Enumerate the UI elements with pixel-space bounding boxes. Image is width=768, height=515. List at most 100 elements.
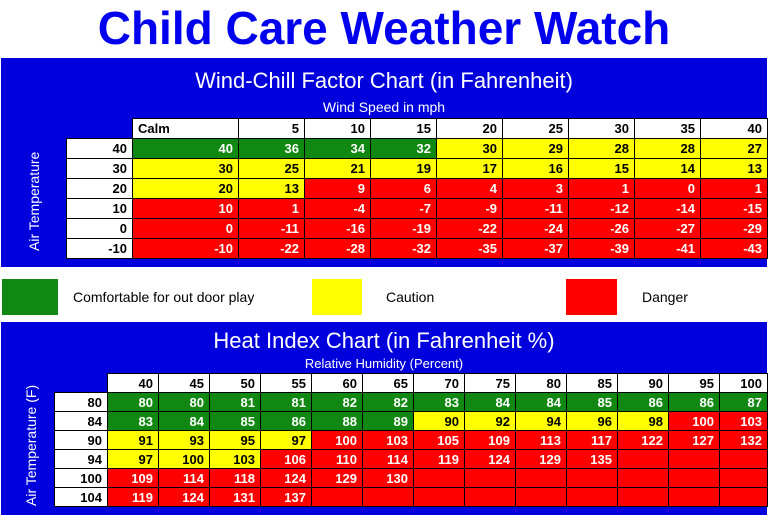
table-cell: 110 bbox=[311, 449, 363, 469]
table-row: -10 -10 -22 -28 -32 -35 -37 -39 -41 -43 bbox=[66, 238, 768, 259]
table-cell: 83 bbox=[413, 392, 465, 412]
table-cell: 3 bbox=[502, 178, 569, 199]
table-cell: 19 bbox=[370, 158, 437, 179]
table-cell: 6 bbox=[370, 178, 437, 199]
table-cell: 119 bbox=[107, 487, 159, 507]
table-cell: 81 bbox=[260, 392, 312, 412]
table-cell: 86 bbox=[668, 392, 720, 412]
table-cell bbox=[413, 468, 465, 488]
table-cell: -35 bbox=[436, 238, 503, 259]
table-cell: 4 bbox=[436, 178, 503, 199]
table-cell: 15 bbox=[568, 158, 635, 179]
table-cell: 34 bbox=[304, 138, 371, 159]
wind-chill-row-label: Air Temperature bbox=[26, 151, 42, 251]
table-cell: 13 bbox=[238, 178, 305, 199]
table-cell: 20 bbox=[132, 178, 239, 199]
table-cell: 131 bbox=[209, 487, 261, 507]
column-header: 40 bbox=[107, 373, 159, 393]
table-cell: 109 bbox=[107, 468, 159, 488]
table-cell bbox=[464, 487, 516, 507]
table-cell: 25 bbox=[238, 158, 305, 179]
table-cell: -28 bbox=[304, 238, 371, 259]
table-cell: 1 bbox=[700, 178, 768, 199]
table-cell: -15 bbox=[700, 198, 768, 219]
table-cell: 97 bbox=[260, 430, 312, 450]
table-cell: 84 bbox=[515, 392, 567, 412]
table-cell: 32 bbox=[370, 138, 437, 159]
table-cell: 130 bbox=[362, 468, 414, 488]
heat-index-table: 40 45 50 55 60 65 70 75 80 85 90 95 100 80 80 80 81 81 82 8… bbox=[54, 373, 768, 507]
table-cell: -12 bbox=[568, 198, 635, 219]
wind-chill-table: Calm 5 10 15 20 25 30 35 40 40 40 36 34 32 30 29 28 28 27 3… bbox=[66, 118, 768, 259]
table-cell: -22 bbox=[436, 218, 503, 239]
row-header: 80 bbox=[54, 392, 108, 412]
table-cell: 129 bbox=[311, 468, 363, 488]
legend-danger-label: Danger bbox=[642, 289, 688, 305]
table-cell: -14 bbox=[634, 198, 701, 219]
table-cell bbox=[515, 487, 567, 507]
page-title: Child Care Weather Watch bbox=[97, 2, 671, 54]
table-cell bbox=[668, 468, 720, 488]
table-cell: 88 bbox=[311, 411, 363, 431]
table-cell: 124 bbox=[260, 468, 312, 488]
column-header: 50 bbox=[209, 373, 261, 393]
wind-chill-subtitle: Wind Speed in mph bbox=[322, 99, 446, 115]
table-cell: -19 bbox=[370, 218, 437, 239]
table-cell: 30 bbox=[132, 158, 239, 179]
table-cell: 97 bbox=[107, 449, 159, 469]
table-cell bbox=[566, 487, 618, 507]
legend-caution-label: Caution bbox=[386, 289, 435, 305]
column-header: 15 bbox=[370, 118, 437, 139]
heat-index-row-label: Air Temperature (F) bbox=[23, 384, 39, 506]
row-header: 30 bbox=[66, 158, 133, 179]
row-header: 90 bbox=[54, 430, 108, 450]
table-cell: 135 bbox=[566, 449, 618, 469]
column-header: 80 bbox=[515, 373, 567, 393]
table-cell: 122 bbox=[617, 430, 669, 450]
table-cell: 10 bbox=[132, 198, 239, 219]
table-cell: 119 bbox=[413, 449, 465, 469]
table-cell: 85 bbox=[209, 411, 261, 431]
table-cell: 103 bbox=[719, 411, 768, 431]
heat-index-title: Heat Index Chart (in Fahrenheit %) bbox=[213, 328, 555, 353]
table-cell: -37 bbox=[502, 238, 569, 259]
table-cell: 95 bbox=[209, 430, 261, 450]
row-header: 20 bbox=[66, 178, 133, 199]
table-cell: -11 bbox=[502, 198, 569, 219]
table-cell bbox=[719, 487, 768, 507]
legend-comfortable-label: Comfortable for out door play bbox=[73, 289, 255, 305]
header-corner-cell bbox=[55, 374, 108, 393]
table-cell bbox=[719, 468, 768, 488]
wind-chill-title: Wind-Chill Factor Chart (in Fahrenheit) bbox=[195, 68, 573, 93]
table-cell: 100 bbox=[311, 430, 363, 450]
table-cell: -27 bbox=[634, 218, 701, 239]
table-cell: -39 bbox=[568, 238, 635, 259]
table-row: 84 83 84 85 86 88 89 90 92 94 96 98 100 103 bbox=[54, 411, 768, 431]
header-row: Calm 5 10 15 20 25 30 35 40 bbox=[67, 118, 768, 139]
table-cell bbox=[413, 487, 465, 507]
table-cell: 103 bbox=[362, 430, 414, 450]
table-row: 104 119 124 131 137 bbox=[54, 487, 768, 507]
column-header: 70 bbox=[413, 373, 465, 393]
table-cell: 9 bbox=[304, 178, 371, 199]
table-row: 90 91 93 95 97 100 103 105 109 113 117 122 127 132 bbox=[54, 430, 768, 450]
column-header: 55 bbox=[260, 373, 312, 393]
table-cell: -11 bbox=[238, 218, 305, 239]
table-cell: 85 bbox=[566, 392, 618, 412]
table-cell bbox=[566, 468, 618, 488]
legend-danger-swatch bbox=[566, 279, 617, 315]
table-cell: 132 bbox=[719, 430, 768, 450]
header-row: 40 45 50 55 60 65 70 75 80 85 90 95 100 bbox=[55, 373, 768, 393]
table-cell bbox=[617, 449, 669, 469]
column-header: 5 bbox=[238, 118, 305, 139]
table-cell: 40 bbox=[132, 138, 239, 159]
table-cell: 1 bbox=[568, 178, 635, 199]
table-cell: 109 bbox=[464, 430, 516, 450]
table-cell: 117 bbox=[566, 430, 618, 450]
legend-comfortable-swatch bbox=[2, 279, 58, 315]
table-cell: 13 bbox=[700, 158, 768, 179]
table-cell: 84 bbox=[464, 392, 516, 412]
table-row: 100 109 114 118 124 129 130 bbox=[54, 468, 768, 488]
table-cell: 84 bbox=[158, 411, 210, 431]
table-cell: 124 bbox=[464, 449, 516, 469]
